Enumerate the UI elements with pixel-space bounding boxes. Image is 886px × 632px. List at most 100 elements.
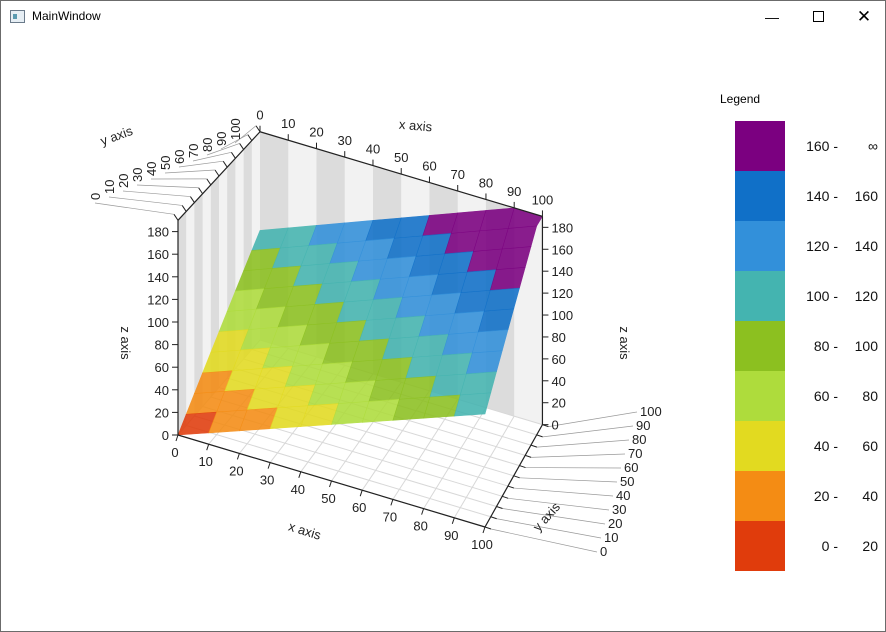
y-axis-top-title: y axis <box>98 123 135 149</box>
legend-swatch <box>735 421 785 471</box>
legend-range-from: 160 - <box>806 138 838 154</box>
z-tick-label: 40 <box>155 383 169 398</box>
legend-range-to: 20 <box>862 538 878 554</box>
z-tick-label: 20 <box>155 405 169 420</box>
surface-cell <box>453 392 492 417</box>
y-top-tick <box>239 143 245 150</box>
close-button[interactable]: ✕ <box>841 1 886 32</box>
y-top-tick-label: 100 <box>228 118 243 140</box>
y-tick-label: 100 <box>640 404 662 419</box>
y-top-tick <box>181 205 187 212</box>
legend-swatch <box>735 471 785 521</box>
x-tick <box>421 508 425 515</box>
x-tick <box>236 453 240 460</box>
legend-range-from: 60 - <box>813 388 838 404</box>
z-tick-label: 60 <box>155 360 169 375</box>
app-icon <box>10 10 25 23</box>
y-tick-label: 20 <box>608 516 622 531</box>
legend-range-from: 40 - <box>813 438 838 454</box>
x-tick-label: 10 <box>198 454 212 469</box>
y-top-tick-leader <box>122 190 191 197</box>
y-tick <box>519 465 526 469</box>
legend-range-from: 80 - <box>813 338 838 354</box>
y-tick-leader <box>513 487 614 497</box>
y-axis-top-line <box>177 131 261 221</box>
x-top-tick-label: 0 <box>256 108 263 123</box>
z-axis-right-title: z axis <box>617 326 632 360</box>
y-tick-label: 70 <box>628 446 642 461</box>
y-tick-label: 80 <box>632 432 646 447</box>
legend-title: Legend <box>720 92 761 106</box>
minimize-button[interactable]: — <box>749 1 795 32</box>
y-tick <box>507 485 515 489</box>
y-top-tick <box>222 160 228 168</box>
legend-swatch <box>735 121 785 171</box>
maximize-button[interactable] <box>795 1 841 32</box>
x-tick <box>206 444 210 451</box>
z-right-tick-label: 80 <box>551 330 565 345</box>
legend-range-from: 0 - <box>821 538 838 554</box>
x-tick-label: 20 <box>229 463 243 478</box>
legend-swatch <box>735 221 785 271</box>
z-tick-label: 80 <box>155 338 169 353</box>
y-tick-label: 60 <box>624 460 638 475</box>
legend-range-to: ∞ <box>868 138 878 154</box>
y-top-tick-leader <box>220 134 248 150</box>
y-tick-label: 50 <box>620 474 634 489</box>
x-top-tick-label: 40 <box>366 142 380 157</box>
x-tick-label: 30 <box>260 473 274 488</box>
y-tick-leader <box>519 477 618 483</box>
z-right-tick-label: 100 <box>551 308 573 323</box>
y-tick-leader <box>508 497 610 511</box>
y-top-tick <box>247 134 253 141</box>
y-top-tick-leader <box>94 202 175 215</box>
window-title: MainWindow <box>32 9 101 23</box>
x-top-tick-label: 80 <box>479 175 493 190</box>
surface-cell <box>471 329 509 354</box>
z-right-tick-label: 40 <box>551 374 565 389</box>
y-top-tick-label: 30 <box>130 168 145 182</box>
y-tick-label: 30 <box>612 502 626 517</box>
legend-swatch <box>735 321 785 371</box>
x-top-tick-label: 90 <box>507 184 521 199</box>
z-right-tick-label: 120 <box>551 286 573 301</box>
z-tick-label: 160 <box>147 247 169 262</box>
z-tick-label: 180 <box>147 225 169 240</box>
x-tick <box>329 480 332 488</box>
y-tick <box>536 434 543 438</box>
y-top-tick-leader <box>206 143 240 156</box>
x-tick <box>482 526 486 534</box>
x-tick <box>390 499 394 506</box>
y-top-tick-leader <box>234 125 257 144</box>
legend-range-to: 160 <box>854 188 878 204</box>
z-tick-label: 120 <box>147 292 169 307</box>
legend-swatch <box>735 521 785 571</box>
x-top-tick-label: 30 <box>337 133 351 148</box>
y-tick-leader <box>531 453 626 458</box>
z-tick-label: 100 <box>147 315 169 330</box>
x-tick-label: 90 <box>444 528 458 543</box>
x-tick-label: 40 <box>291 482 305 497</box>
y-tick <box>496 506 503 510</box>
legend-swatch <box>735 371 785 421</box>
y-tick-label: 40 <box>616 488 630 503</box>
y-tick-leader <box>496 518 602 539</box>
y-top-tick-label: 40 <box>144 162 159 176</box>
z-right-tick-label: 180 <box>551 220 573 235</box>
title-bar[interactable]: MainWindow — ✕ <box>1 1 885 32</box>
y-top-tick <box>214 169 220 177</box>
legend-range-to: 140 <box>854 238 878 254</box>
surface-cell <box>459 371 497 396</box>
floor-gridline <box>423 407 487 509</box>
x-axis-top-title: x axis <box>398 117 433 135</box>
legend-range-to: 40 <box>862 488 878 504</box>
x-tick <box>451 517 455 524</box>
y-top-tick-label: 80 <box>200 138 215 152</box>
z-right-tick-label: 60 <box>551 352 565 367</box>
legend-range-from: 140 - <box>806 188 838 204</box>
z-axis-title: z axis <box>118 326 133 360</box>
y-top-tick <box>189 196 195 203</box>
x-tick <box>359 490 363 497</box>
y-tick <box>530 444 538 448</box>
y-tick-label: 10 <box>604 530 618 545</box>
